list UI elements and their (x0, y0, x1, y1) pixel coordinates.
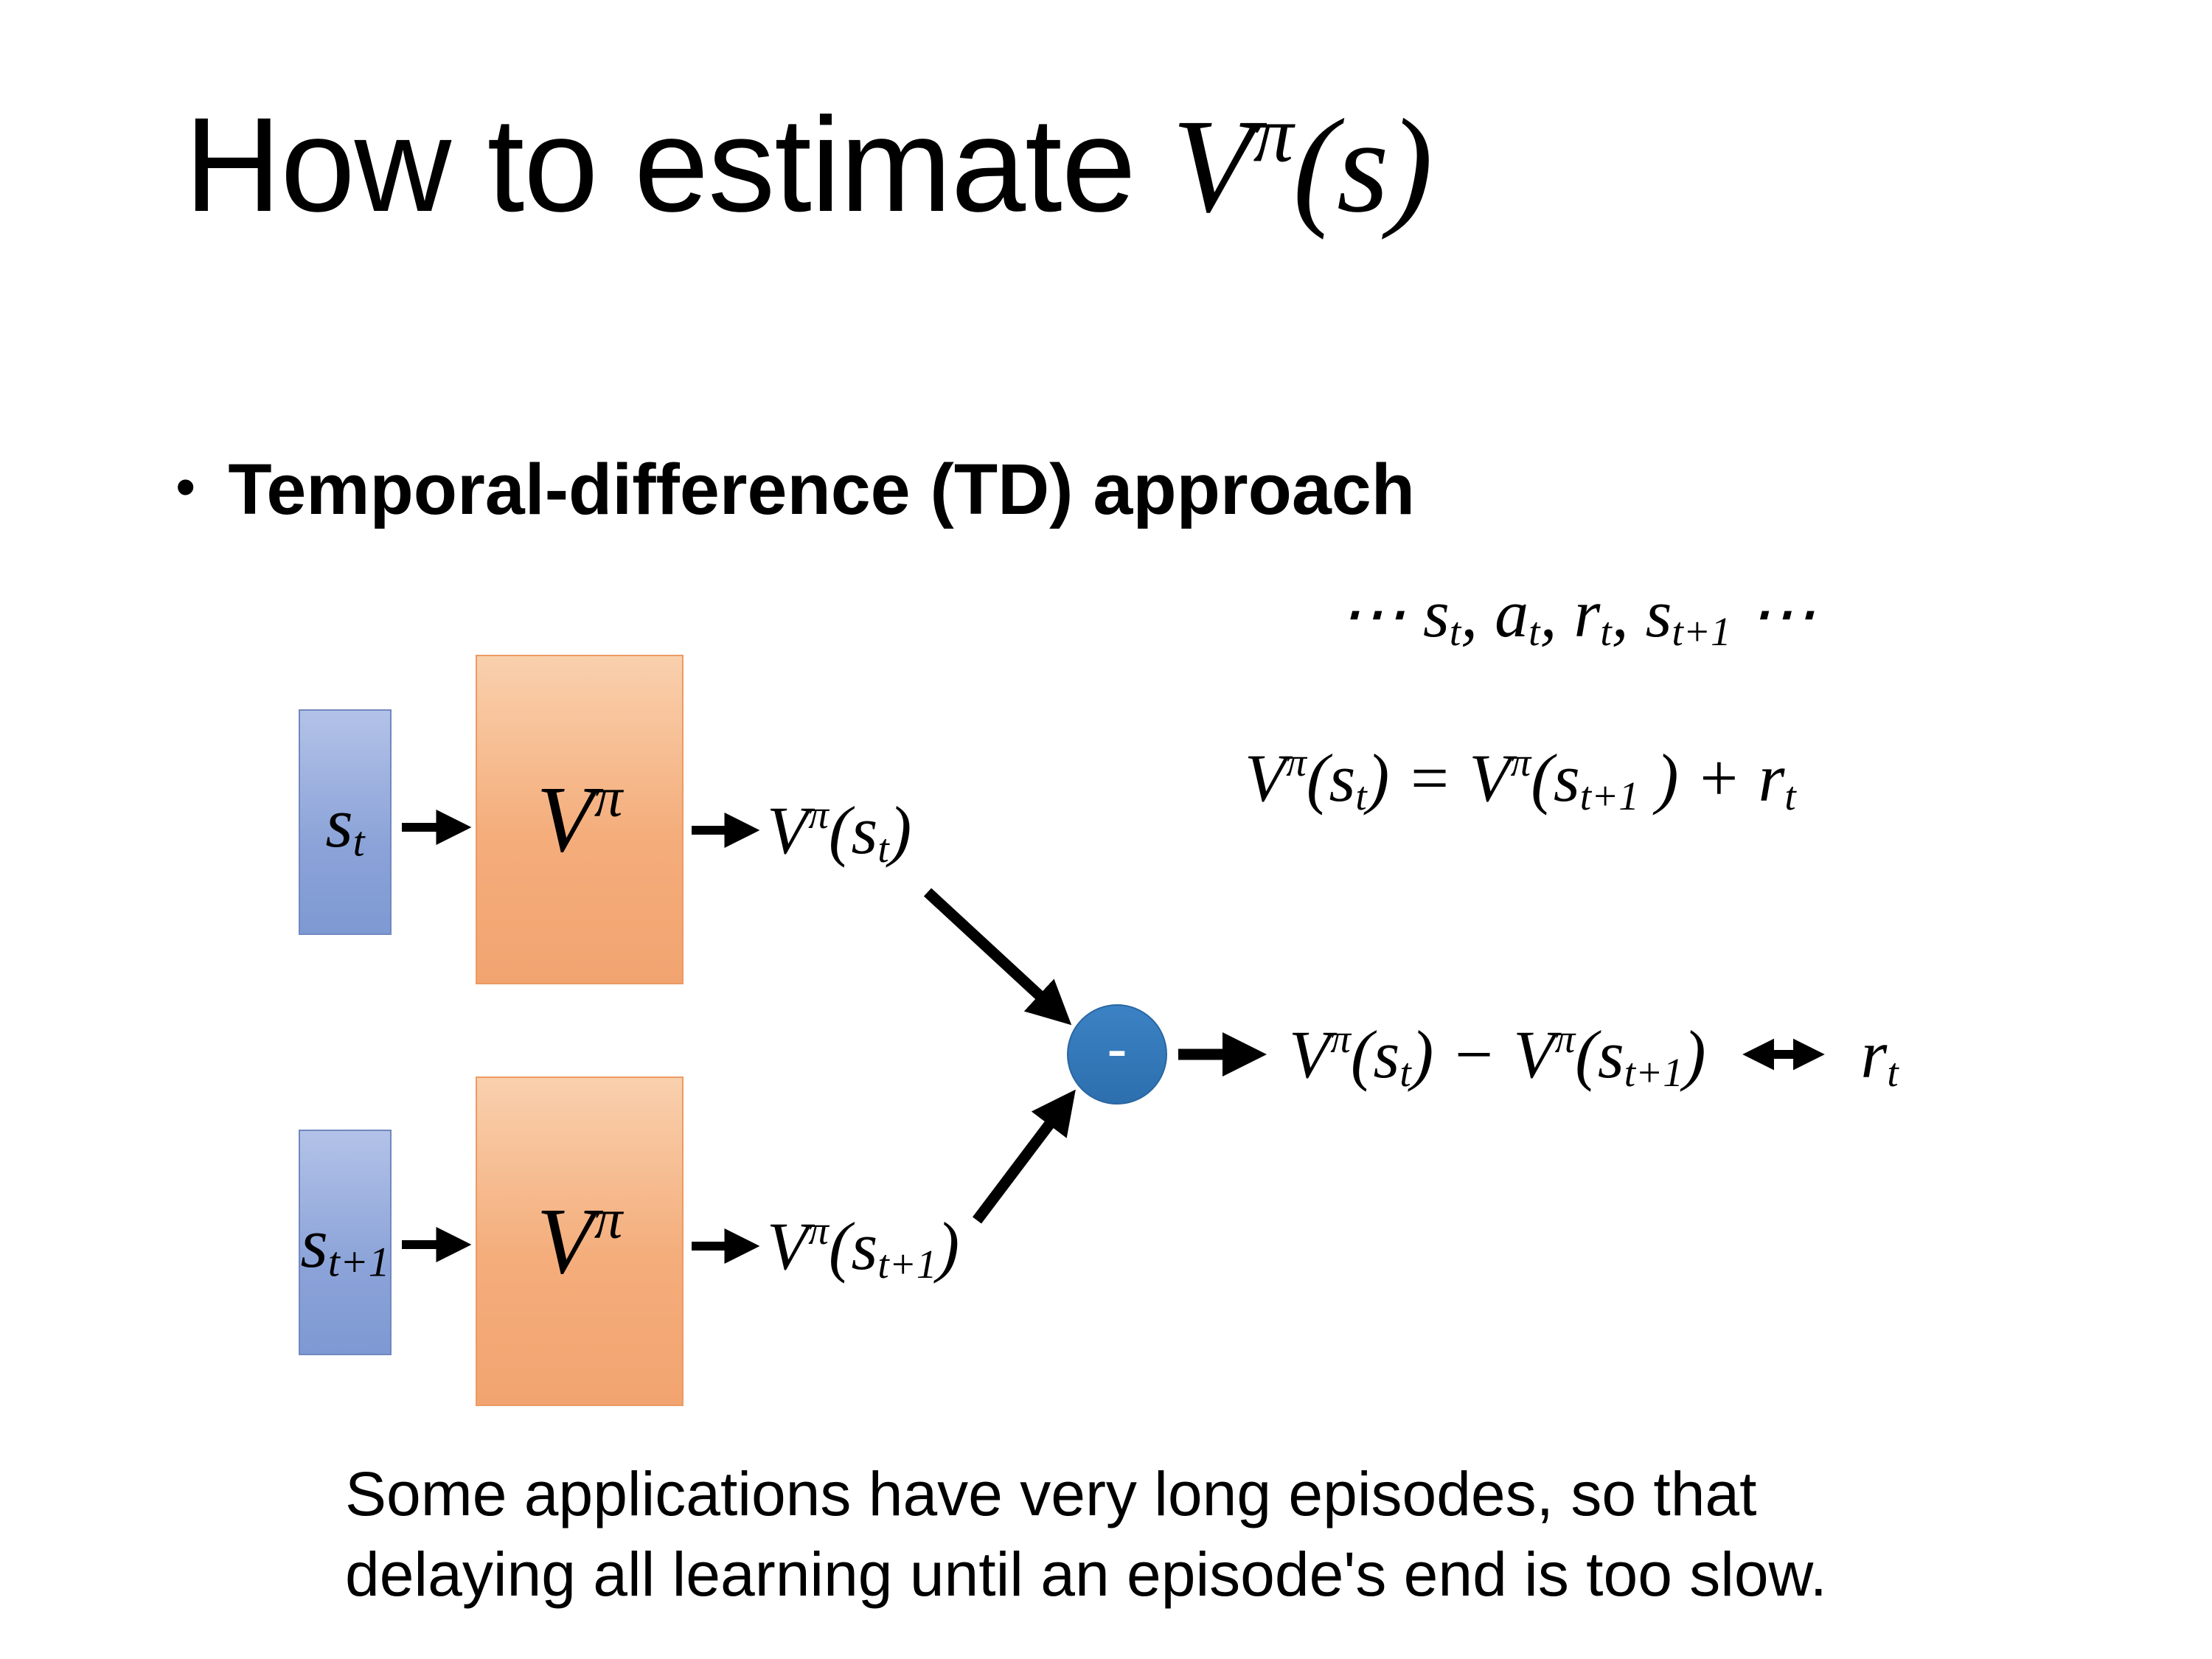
trajectory-sequence: ⋯ st, at, rt, st+1 ⋯ (1338, 576, 1816, 655)
value-output-t-label: Vπ(st) (767, 791, 912, 872)
value-network-bottom-box: Vπ (476, 1077, 684, 1406)
footer-note: Some applications have very long episode… (345, 1454, 1827, 1615)
footer-line-2: delaying all learning until an episode's… (345, 1540, 1828, 1610)
bullet-marker: • (175, 453, 196, 519)
bullet-point: • Temporal-difference (TD) approach (175, 448, 1415, 531)
state-t1-box: st+1 (299, 1130, 392, 1355)
difference-row: Vπ(st) − Vπ(st+1) rt (1289, 1015, 1899, 1093)
minus-label: - (1107, 1013, 1127, 1083)
state-t1-label: st+1 (300, 1203, 390, 1286)
value-network-bottom-label: Vπ (536, 1187, 623, 1293)
footer-line-1: Some applications have very long episode… (345, 1459, 1757, 1528)
value-network-top-box: Vπ (476, 655, 684, 984)
state-t-box: st (299, 709, 392, 935)
difference-expression: Vπ(st) − Vπ(st+1) (1289, 1015, 1706, 1096)
double-arrow-icon (1742, 1038, 1825, 1071)
slide-title: How to estimate Vπ(s) (184, 87, 1433, 243)
reward-label: rt (1860, 1017, 1899, 1096)
minus-node: - (1067, 1004, 1167, 1105)
value-network-top-label: Vπ (536, 765, 623, 872)
td-equation: Vπ(st) = Vπ(st+1 ) + rt (1245, 739, 1796, 819)
title-text: How to estimate (184, 89, 1172, 240)
value-output-t1-label: Vπ(st+1) (767, 1207, 960, 1287)
arrow-output-t-to-minus (923, 888, 1072, 1026)
title-math: Vπ(s) (1172, 89, 1433, 240)
state-t-label: st (325, 782, 365, 866)
bullet-label: Temporal-difference (TD) approach (228, 449, 1416, 529)
arrow-output-t1-to-minus (973, 1089, 1076, 1224)
